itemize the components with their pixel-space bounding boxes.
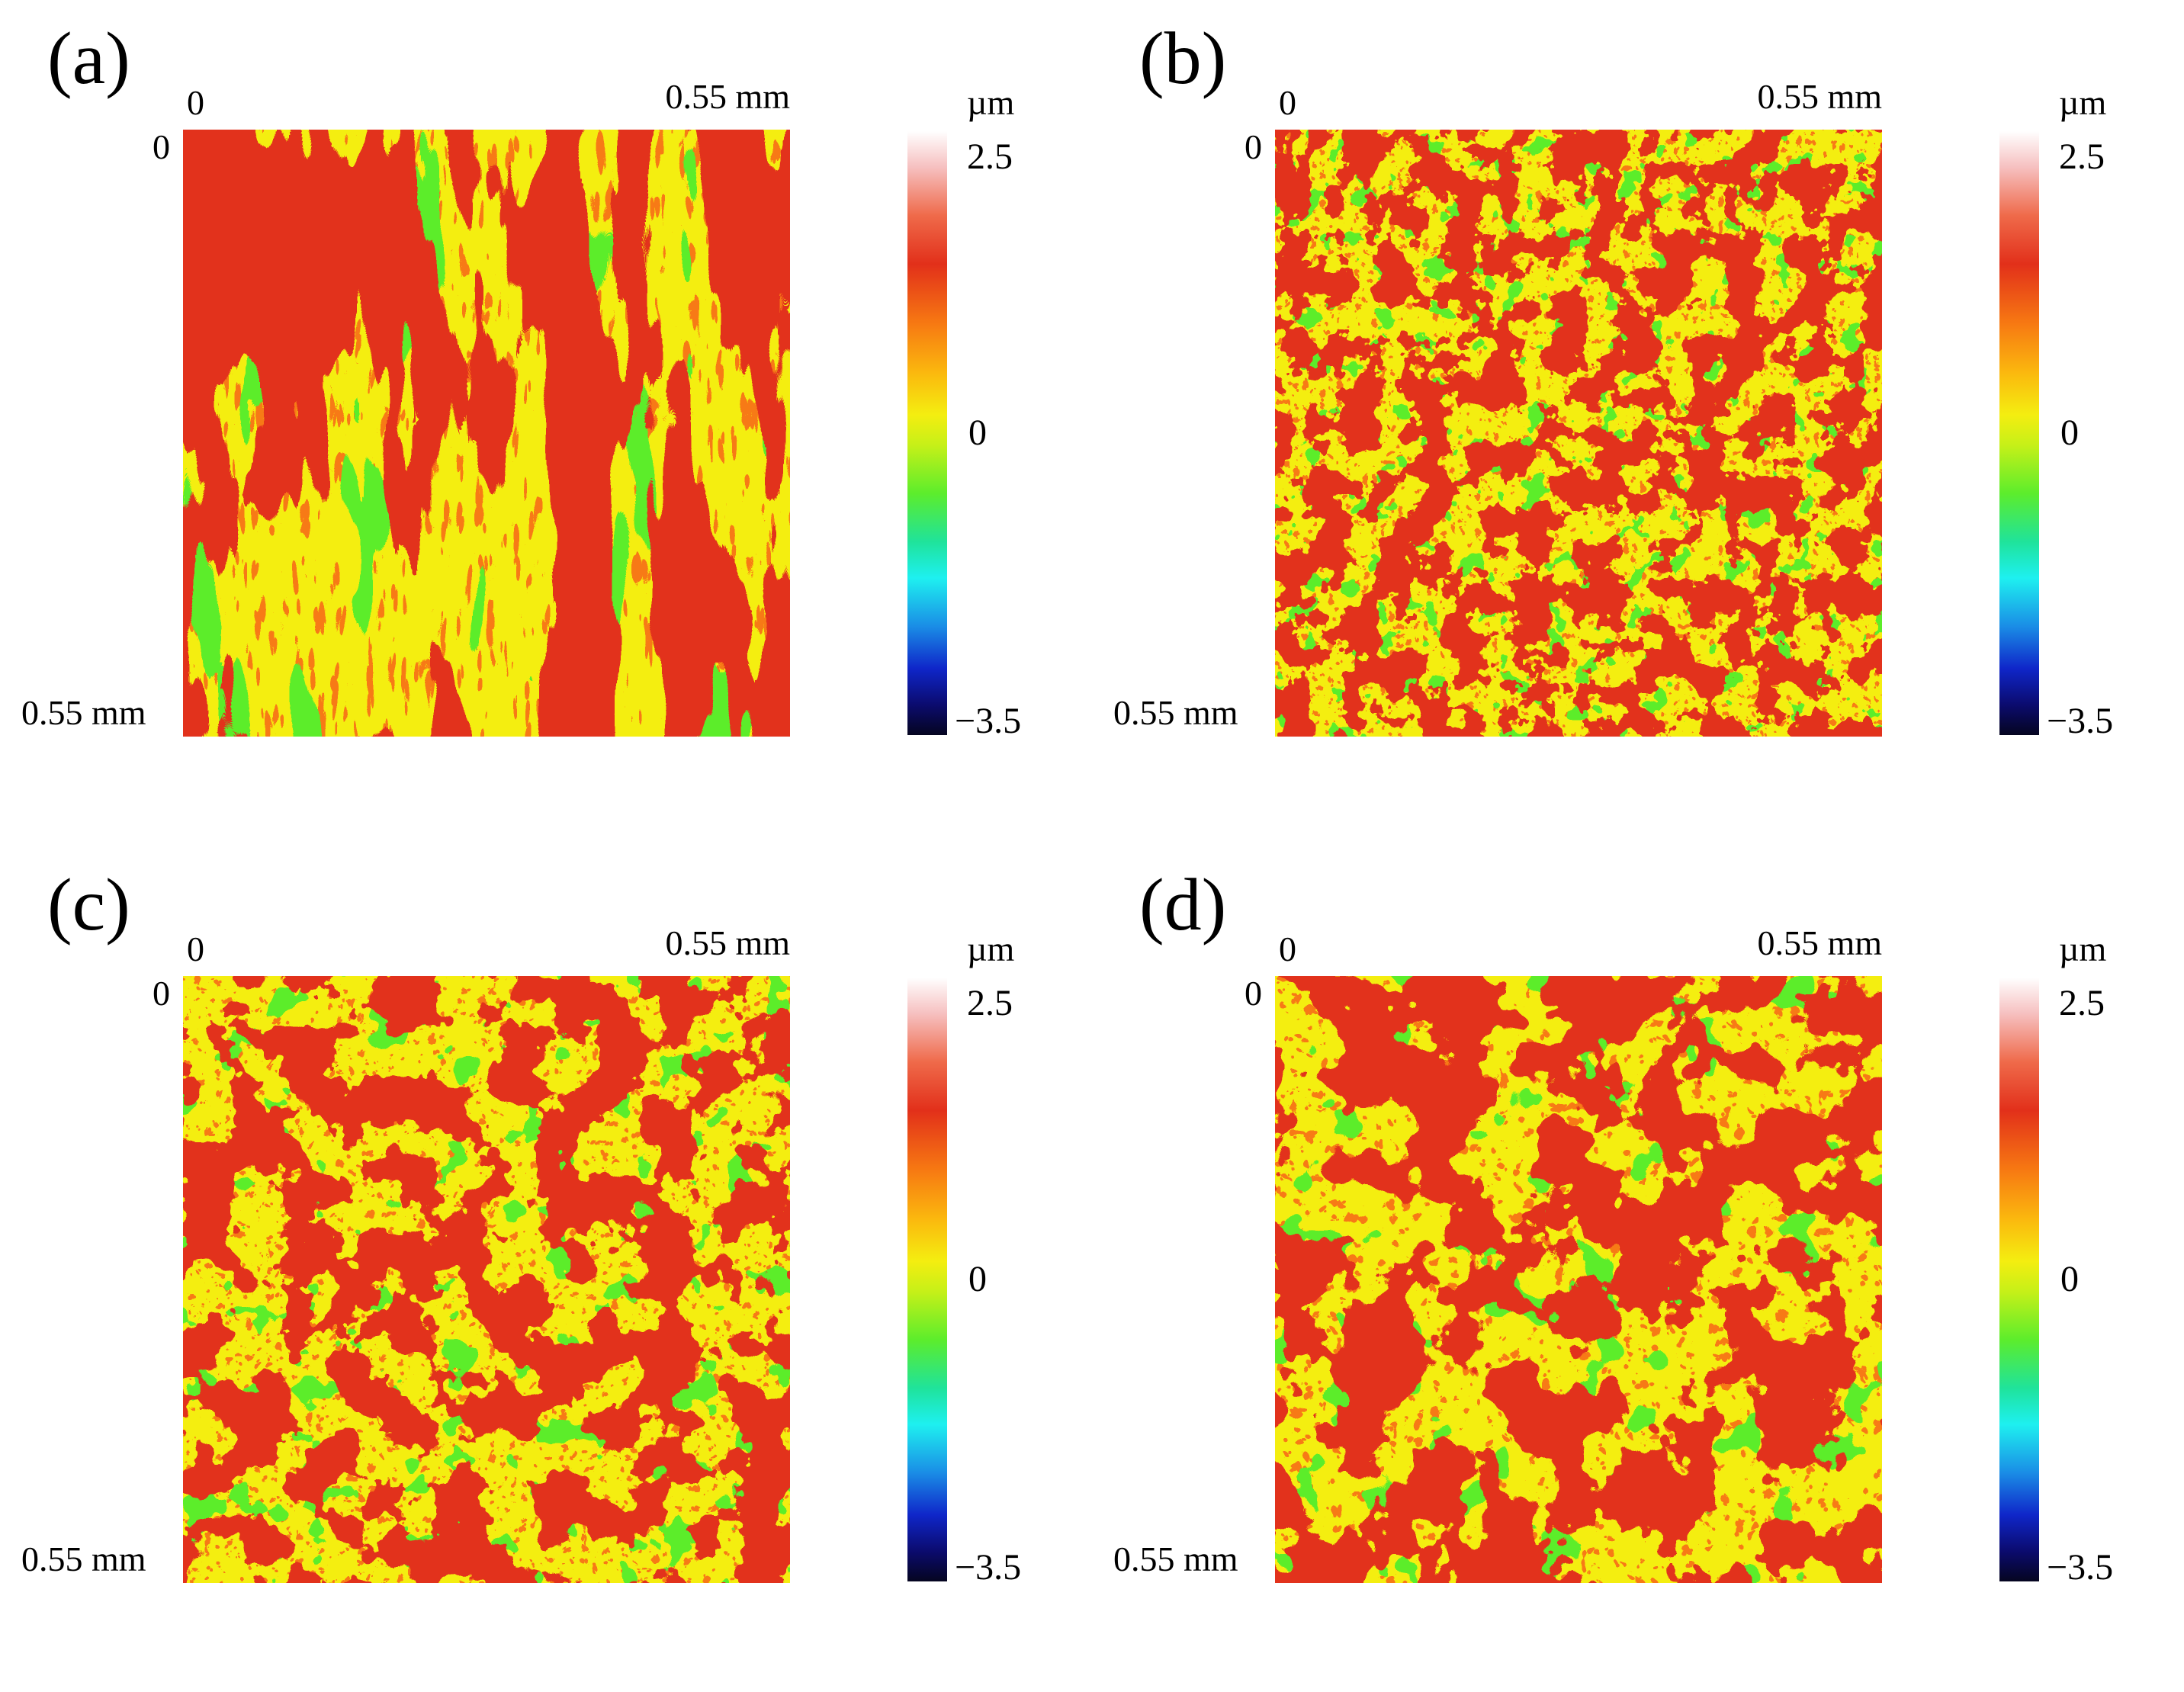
- colorbar-min: −3.5: [2047, 701, 2114, 741]
- height-map-surface: [1275, 130, 1882, 737]
- y-axis-end: 0.55 mm: [1113, 693, 1238, 732]
- panel-label: (d): [1139, 864, 1227, 946]
- colorbar-max: 2.5: [2059, 136, 2105, 177]
- panel-label: (a): [47, 18, 130, 100]
- panel-label: (c): [47, 864, 130, 946]
- colorbar: [907, 978, 947, 1581]
- colorbar-max: 2.5: [2059, 983, 2105, 1023]
- colorbar-mid: 0: [968, 413, 987, 453]
- y-axis-start: 0: [153, 127, 170, 166]
- panel-a: (a) 0 0.55 mm 0 0.55 mm µm 2.5 0 −3.5: [0, 0, 1092, 846]
- colorbar: [1999, 131, 2039, 735]
- surface-high-regions: [183, 976, 790, 1583]
- surface-high-regions: [1275, 130, 1882, 737]
- x-axis-start: 0: [1279, 929, 1296, 968]
- colorbar-mid: 0: [2060, 413, 2079, 453]
- colorbar-unit: µm: [2059, 929, 2107, 968]
- panel-label: (b): [1139, 18, 1227, 100]
- x-axis-end: 0.55 mm: [1757, 77, 1882, 116]
- surface-high-regions: [1275, 976, 1882, 1583]
- colorbar-max: 2.5: [967, 983, 1013, 1023]
- x-axis-start: 0: [1279, 83, 1296, 122]
- height-map: [183, 976, 790, 1583]
- colorbar-min: −3.5: [2047, 1547, 2114, 1588]
- height-map: [1275, 976, 1882, 1583]
- surface-high-regions: [183, 130, 790, 737]
- y-axis-end: 0.55 mm: [1113, 1539, 1238, 1578]
- colorbar-unit: µm: [967, 83, 1015, 122]
- x-axis-end: 0.55 mm: [665, 77, 790, 116]
- x-axis-start: 0: [187, 83, 204, 122]
- x-axis-end: 0.55 mm: [665, 923, 790, 962]
- height-map: [183, 130, 790, 737]
- y-axis-end: 0.55 mm: [21, 693, 146, 732]
- y-axis-start: 0: [1245, 127, 1262, 166]
- panel-d: (d) 0 0.55 mm 0 0.55 mm µm 2.5 0 −3.5: [1092, 846, 2184, 1692]
- panel-c: (c) 0 0.55 mm 0 0.55 mm µm 2.5 0 −3.5: [0, 846, 1092, 1692]
- colorbar-unit: µm: [967, 929, 1015, 968]
- colorbar-min: −3.5: [955, 701, 1022, 741]
- y-axis-end: 0.55 mm: [21, 1539, 146, 1578]
- height-map-surface: [183, 130, 790, 737]
- colorbar-min: −3.5: [955, 1547, 1022, 1588]
- panel-b: (b) 0 0.55 mm 0 0.55 mm µm 2.5 0 −3.5: [1092, 0, 2184, 846]
- x-axis-start: 0: [187, 929, 204, 968]
- height-map-surface: [1275, 976, 1882, 1583]
- colorbar-max: 2.5: [967, 136, 1013, 177]
- colorbar: [1999, 978, 2039, 1581]
- y-axis-start: 0: [1245, 974, 1262, 1013]
- height-map-surface: [183, 976, 790, 1583]
- colorbar-mid: 0: [2060, 1259, 2079, 1299]
- colorbar: [907, 131, 947, 735]
- x-axis-end: 0.55 mm: [1757, 923, 1882, 962]
- y-axis-start: 0: [153, 974, 170, 1013]
- colorbar-unit: µm: [2059, 83, 2107, 122]
- height-map: [1275, 130, 1882, 737]
- colorbar-mid: 0: [968, 1259, 987, 1299]
